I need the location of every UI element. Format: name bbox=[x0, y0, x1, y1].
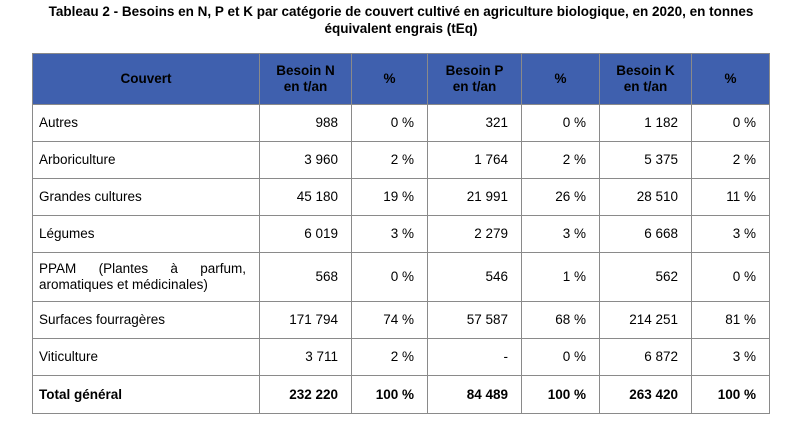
caption-line-2: équivalent engrais (tEq) bbox=[324, 21, 478, 36]
cell-couvert: Autres bbox=[32, 104, 260, 142]
cell-total-label: Total général bbox=[32, 375, 260, 414]
cell-pct-k: 2 % bbox=[691, 141, 770, 179]
cell-pct-p: 3 % bbox=[521, 215, 600, 253]
cell-pct-k: 81 % bbox=[691, 301, 770, 339]
cell-pct-n: 3 % bbox=[351, 215, 428, 253]
header-besoin-n-line2: en t/an bbox=[283, 79, 328, 94]
header-besoin-k-line2: en t/an bbox=[623, 79, 668, 94]
cell-couvert: Grandes cultures bbox=[32, 178, 260, 216]
table-row: PPAM (Plantes à parfum, aromatiques et m… bbox=[32, 252, 770, 302]
needs-table: Couvert Besoin N en t/an % Besoin P en t… bbox=[32, 53, 770, 414]
table-header-row: Couvert Besoin N en t/an % Besoin P en t… bbox=[32, 53, 770, 105]
cell-pct-n: 74 % bbox=[351, 301, 428, 339]
cell-total-p: 84 489 bbox=[427, 375, 522, 414]
cell-pct-p: 0 % bbox=[521, 338, 600, 376]
cell-pct-n: 0 % bbox=[351, 104, 428, 142]
table-caption: Tableau 2 - Besoins en N, P et K par cat… bbox=[6, 3, 796, 37]
cell-pct-k: 3 % bbox=[691, 338, 770, 376]
header-besoin-p-line2: en t/an bbox=[452, 79, 497, 94]
header-besoin-n-line1: Besoin N bbox=[276, 63, 335, 78]
cell-pct-k: 3 % bbox=[691, 215, 770, 253]
cell-besoin-n: 568 bbox=[259, 252, 352, 302]
cell-besoin-k: 28 510 bbox=[599, 178, 692, 216]
cell-besoin-p: 21 991 bbox=[427, 178, 522, 216]
cell-besoin-p: 321 bbox=[427, 104, 522, 142]
cell-pct-n: 19 % bbox=[351, 178, 428, 216]
cell-pct-n: 2 % bbox=[351, 141, 428, 179]
cell-besoin-k: 5 375 bbox=[599, 141, 692, 179]
cell-pct-p: 26 % bbox=[521, 178, 600, 216]
table-row: Arboriculture 3 960 2 % 1 764 2 % 5 375 … bbox=[32, 141, 770, 179]
cell-pct-p: 68 % bbox=[521, 301, 600, 339]
cell-couvert: Viticulture bbox=[32, 338, 260, 376]
cell-besoin-n: 3 711 bbox=[259, 338, 352, 376]
cell-couvert: Légumes bbox=[32, 215, 260, 253]
table-row: Viticulture 3 711 2 % - 0 % 6 872 3 % bbox=[32, 338, 770, 376]
cell-besoin-k: 214 251 bbox=[599, 301, 692, 339]
cell-couvert: Surfaces fourragères bbox=[32, 301, 260, 339]
cell-couvert-text: PPAM (Plantes à parfum, aromatiques et m… bbox=[39, 261, 246, 292]
cell-total-pct-k: 100 % bbox=[691, 375, 770, 414]
cell-pct-k: 0 % bbox=[691, 252, 770, 302]
cell-besoin-k: 562 bbox=[599, 252, 692, 302]
cell-pct-k: 11 % bbox=[691, 178, 770, 216]
cell-besoin-p: 57 587 bbox=[427, 301, 522, 339]
header-besoin-p-line1: Besoin P bbox=[445, 63, 504, 78]
cell-besoin-p: 2 279 bbox=[427, 215, 522, 253]
cell-couvert: PPAM (Plantes à parfum, aromatiques et m… bbox=[32, 252, 260, 302]
cell-total-pct-p: 100 % bbox=[521, 375, 600, 414]
header-pct-n: % bbox=[351, 53, 428, 105]
cell-besoin-n: 6 019 bbox=[259, 215, 352, 253]
cell-pct-p: 0 % bbox=[521, 104, 600, 142]
cell-besoin-n: 45 180 bbox=[259, 178, 352, 216]
cell-besoin-n: 3 960 bbox=[259, 141, 352, 179]
cell-total-pct-n: 100 % bbox=[351, 375, 428, 414]
header-pct-p: % bbox=[521, 53, 600, 105]
cell-pct-n: 2 % bbox=[351, 338, 428, 376]
header-besoin-k: Besoin K en t/an bbox=[599, 53, 692, 105]
cell-total-n: 232 220 bbox=[259, 375, 352, 414]
cell-besoin-k: 6 872 bbox=[599, 338, 692, 376]
cell-besoin-k: 1 182 bbox=[599, 104, 692, 142]
cell-besoin-k: 6 668 bbox=[599, 215, 692, 253]
caption-line-1: Tableau 2 - Besoins en N, P et K par cat… bbox=[48, 4, 754, 19]
table-row: Légumes 6 019 3 % 2 279 3 % 6 668 3 % bbox=[32, 215, 770, 253]
header-couvert: Couvert bbox=[32, 53, 260, 105]
cell-couvert: Arboriculture bbox=[32, 141, 260, 179]
header-besoin-k-line1: Besoin K bbox=[616, 63, 675, 78]
header-besoin-p: Besoin P en t/an bbox=[427, 53, 522, 105]
cell-pct-p: 1 % bbox=[521, 252, 600, 302]
cell-besoin-n: 988 bbox=[259, 104, 352, 142]
cell-besoin-p: 546 bbox=[427, 252, 522, 302]
table-total-row: Total général 232 220 100 % 84 489 100 %… bbox=[32, 375, 770, 414]
table-row: Autres 988 0 % 321 0 % 1 182 0 % bbox=[32, 104, 770, 142]
table-row: Surfaces fourragères 171 794 74 % 57 587… bbox=[32, 301, 770, 339]
header-besoin-n: Besoin N en t/an bbox=[259, 53, 352, 105]
cell-besoin-p: 1 764 bbox=[427, 141, 522, 179]
cell-pct-k: 0 % bbox=[691, 104, 770, 142]
table-row: Grandes cultures 45 180 19 % 21 991 26 %… bbox=[32, 178, 770, 216]
cell-pct-n: 0 % bbox=[351, 252, 428, 302]
cell-total-k: 263 420 bbox=[599, 375, 692, 414]
cell-besoin-p: - bbox=[427, 338, 522, 376]
cell-besoin-n: 171 794 bbox=[259, 301, 352, 339]
cell-pct-p: 2 % bbox=[521, 141, 600, 179]
header-pct-k: % bbox=[691, 53, 770, 105]
